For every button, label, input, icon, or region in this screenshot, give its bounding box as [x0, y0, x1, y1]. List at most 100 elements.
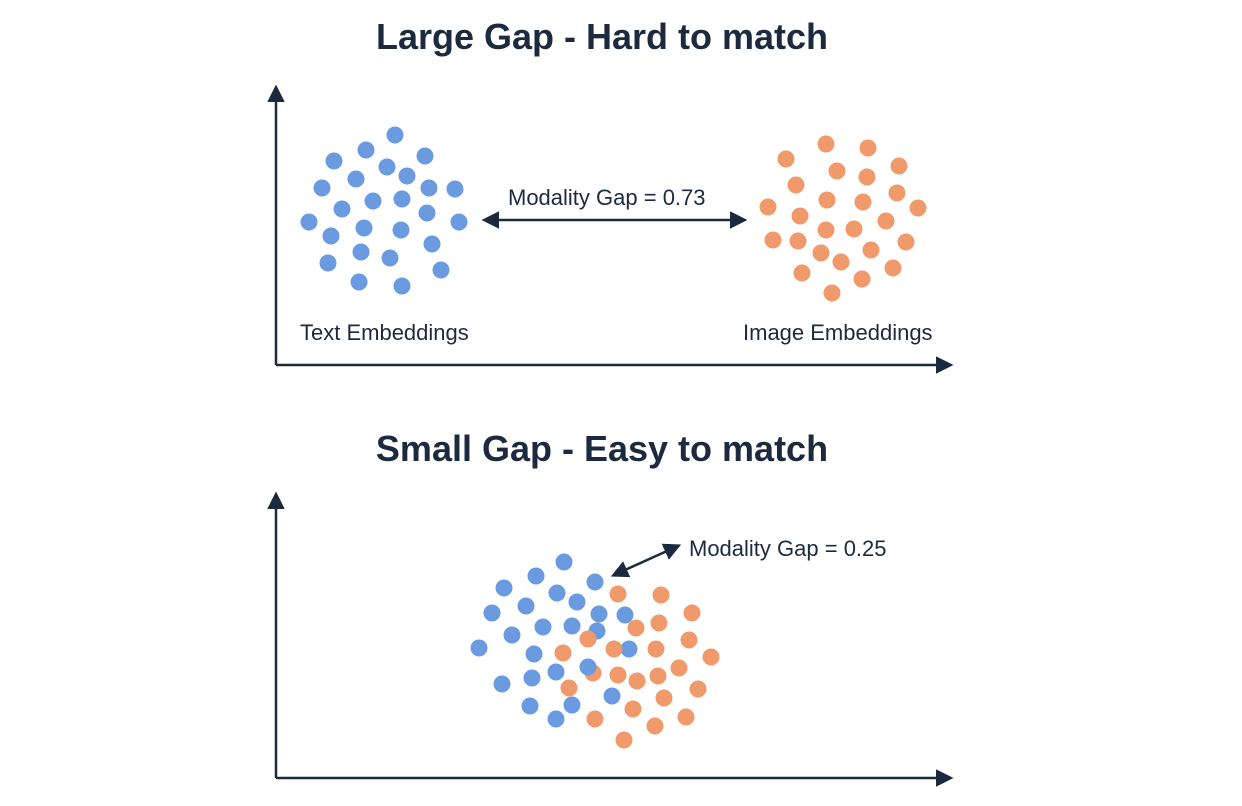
- text-embedding-point: [416, 147, 434, 165]
- image-embedding-point: [680, 631, 698, 649]
- text-embedding-point: [483, 604, 501, 622]
- image-embedding-point: [828, 162, 846, 180]
- image-embedding-point: [854, 193, 872, 211]
- image-embedding-point: [579, 630, 597, 648]
- top-panel-title: Large Gap - Hard to match: [375, 16, 829, 57]
- text-embedding-point: [325, 152, 343, 170]
- image-embedding-point: [888, 184, 906, 202]
- image-embedding-point: [683, 604, 701, 622]
- text-embedding-point: [495, 579, 513, 597]
- image-embedding-point: [777, 150, 795, 168]
- image-embedding-point: [624, 700, 642, 718]
- image-embedding-point: [858, 168, 876, 186]
- image-embedding-point: [646, 717, 664, 735]
- image-embedding-point: [677, 708, 695, 726]
- text-embedding-point: [300, 213, 318, 231]
- image-embedding-point: [818, 191, 836, 209]
- text-embedding-point: [350, 273, 368, 291]
- text-embedding-point: [503, 626, 521, 644]
- text-embedding-point: [333, 200, 351, 218]
- image-embedding-point: [655, 689, 673, 707]
- image-embedding-point: [759, 198, 777, 216]
- image-embedding-point: [817, 221, 835, 239]
- image-embedding-point: [647, 640, 665, 658]
- image-embedding-point: [890, 157, 908, 175]
- image-embeddings-label: Image Embeddings: [743, 320, 933, 345]
- text-embedding-point: [450, 213, 468, 231]
- text-embedding-point: [548, 584, 566, 602]
- image-embedding-point: [877, 212, 895, 230]
- text-embedding-point: [355, 219, 373, 237]
- image-embedding-point: [649, 667, 667, 685]
- text-embedding-point: [322, 227, 340, 245]
- image-embedding-point: [615, 731, 633, 749]
- top-axes: [267, 84, 954, 374]
- text-embedding-point: [555, 553, 573, 571]
- text-embedding-point: [393, 277, 411, 295]
- text-embedding-point: [620, 640, 638, 658]
- image-embedding-point: [859, 139, 877, 157]
- text-embeddings-label: Text Embeddings: [300, 320, 469, 345]
- text-embedding-point: [586, 573, 604, 591]
- text-embedding-point: [393, 190, 411, 208]
- top-gap-label: Modality Gap = 0.73: [508, 185, 706, 210]
- image-embedding-point: [652, 586, 670, 604]
- text-embedding-point: [357, 141, 375, 159]
- text-embedding-point: [547, 663, 565, 681]
- text-embedding-point: [420, 179, 438, 197]
- image-embedding-point: [791, 207, 809, 225]
- text-embedding-point: [521, 697, 539, 715]
- text-embedding-point: [381, 249, 399, 267]
- text-embedding-point: [525, 645, 543, 663]
- image-embedding-point: [689, 680, 707, 698]
- bottom-panel-title: Small Gap - Easy to match: [375, 428, 829, 469]
- text-embedding-point: [423, 235, 441, 253]
- image-embedding-point: [793, 264, 811, 282]
- image-embedding-point: [823, 284, 841, 302]
- text-embedding-point: [378, 158, 396, 176]
- image-embedding-point: [650, 614, 668, 632]
- image-embedding-point: [787, 176, 805, 194]
- image-embedding-point: [609, 585, 627, 603]
- text-embedding-point: [523, 669, 541, 687]
- image-embedding-point: [609, 666, 627, 684]
- text-embedding-point: [534, 618, 552, 636]
- image-embedding-point: [560, 679, 578, 697]
- image-embedding-point: [897, 233, 915, 251]
- image-embedding-point: [812, 244, 830, 262]
- text-embedding-point: [616, 606, 634, 624]
- image-embedding-point: [702, 648, 720, 666]
- text-embedding-point: [398, 167, 416, 185]
- text-embedding-point: [493, 675, 511, 693]
- text-embedding-point: [446, 180, 464, 198]
- image-embedding-point: [853, 270, 871, 288]
- text-embedding-point: [527, 567, 545, 585]
- image-embedding-point: [884, 259, 902, 277]
- text-embedding-point: [386, 126, 404, 144]
- image-embedding-point: [605, 640, 623, 658]
- text-embedding-point: [392, 221, 410, 239]
- text-embedding-point: [352, 243, 370, 261]
- image-embedding-point: [554, 644, 572, 662]
- text-embedding-point: [470, 639, 488, 657]
- text-embedding-point: [568, 593, 586, 611]
- text-embedding-point: [590, 605, 608, 623]
- image-embedding-point: [586, 710, 604, 728]
- text-embedding-point: [418, 204, 436, 222]
- image-embedding-point: [845, 220, 863, 238]
- image-embedding-point: [764, 231, 782, 249]
- text-embedding-point: [563, 696, 581, 714]
- text-embedding-point: [432, 261, 450, 279]
- text-embedding-point: [579, 658, 597, 676]
- text-embedding-point: [319, 254, 337, 272]
- image-embedding-point: [789, 232, 807, 250]
- image-embedding-point: [628, 672, 646, 690]
- image-embedding-point: [909, 199, 927, 217]
- bottom-axes: [267, 491, 954, 787]
- bottom-gap-label: Modality Gap = 0.25: [689, 536, 887, 561]
- text-embedding-point: [517, 597, 535, 615]
- image-embedding-point: [862, 241, 880, 259]
- text-embedding-point: [563, 617, 581, 635]
- image-embedding-point: [670, 659, 688, 677]
- text-embedding-point: [603, 687, 621, 705]
